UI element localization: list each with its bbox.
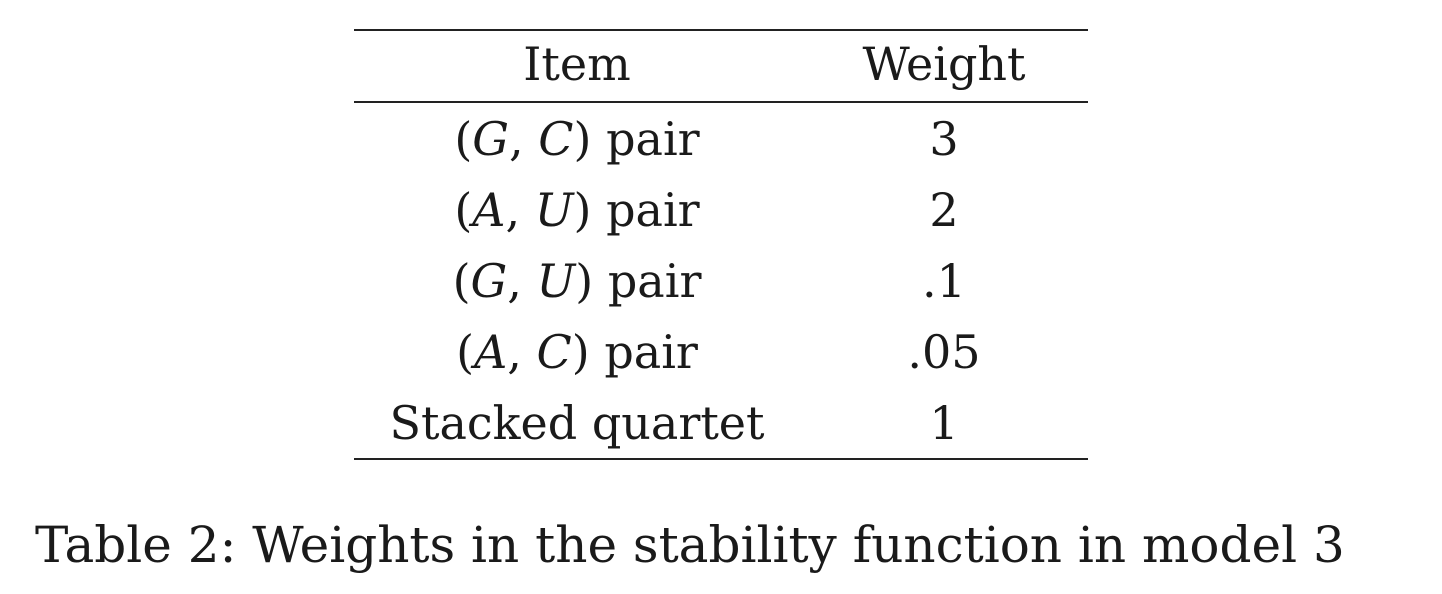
table-row: (G, C) pair 3 [354, 102, 1088, 174]
item-cell: (G, C) pair [454, 111, 700, 166]
weight-cell: 2 [929, 182, 959, 237]
item-cell: Stacked quartet [354, 387, 800, 460]
item-cell: (G, U) pair [452, 253, 702, 308]
table-row: (A, C) pair .05 [354, 316, 1088, 387]
table-row: (A, U) pair 2 [354, 174, 1088, 245]
item-symbol-b: U [534, 182, 574, 237]
header-item: Item [354, 29, 800, 103]
table-header-row: Item Weight [354, 29, 1088, 103]
weight-cell: .1 [922, 253, 966, 308]
weights-table-container: Item Weight (G, C) pair 3 (A, U) pair 2 … [354, 29, 1088, 460]
item-cell: (A, C) pair [456, 324, 698, 379]
table-caption: Table 2: Weights in the stability functi… [35, 516, 1345, 574]
item-symbol-a: G [470, 253, 508, 308]
table-row: Stacked quartet 1 [354, 387, 1088, 460]
weights-table: Item Weight (G, C) pair 3 (A, U) pair 2 … [354, 29, 1088, 460]
weight-cell: 3 [929, 111, 959, 166]
item-symbol-a: A [472, 182, 506, 237]
item-symbol-b: U [536, 253, 576, 308]
weight-cell: 1 [800, 387, 1088, 460]
table-row: (G, U) pair .1 [354, 245, 1088, 316]
item-symbol-a: A [474, 324, 508, 379]
weight-cell: .05 [907, 324, 981, 379]
item-cell: (A, U) pair [454, 182, 700, 237]
item-symbol-b: C [538, 111, 574, 166]
header-weight: Weight [800, 29, 1088, 103]
item-symbol-b: C [536, 324, 572, 379]
item-symbol-a: G [472, 111, 510, 166]
